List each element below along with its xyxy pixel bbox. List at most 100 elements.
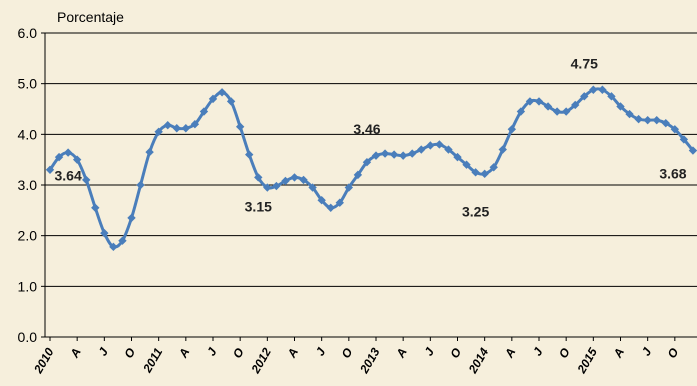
x-tick-label: 2012 (248, 345, 274, 376)
data-point (109, 242, 118, 252)
x-tick-label: 2014 (465, 345, 491, 376)
data-point (45, 165, 55, 174)
data-label: 3.46 (353, 121, 380, 137)
x-tick-label: J (421, 345, 437, 358)
x-tick-label: A (284, 346, 301, 361)
data-point (607, 92, 616, 101)
x-tick-label: A (501, 346, 518, 361)
x-tick-label: 2010 (31, 345, 57, 376)
data-point (100, 228, 109, 238)
data-label: 3.25 (462, 203, 489, 219)
x-tick-label: J (313, 345, 329, 358)
x-tick-label: A (610, 346, 627, 361)
data-point (634, 114, 643, 124)
data-point (118, 236, 127, 245)
data-point (317, 196, 326, 205)
data-point (335, 198, 344, 207)
data-point (190, 120, 200, 129)
data-point (616, 102, 625, 111)
data-point (308, 183, 317, 192)
data-point (598, 85, 607, 94)
data-point (353, 170, 363, 180)
data-point (263, 183, 272, 192)
data-point (380, 149, 390, 158)
data-point (199, 107, 209, 116)
data-point (72, 155, 82, 164)
data-label: 3.68 (659, 166, 686, 182)
x-tick-label: O (121, 345, 138, 361)
data-point (652, 115, 661, 125)
x-tick-label: A (67, 346, 84, 361)
data-point (371, 151, 381, 160)
data-point (688, 146, 697, 155)
data-point (145, 147, 154, 157)
data-point (91, 203, 100, 212)
x-tick-label: J (95, 345, 111, 358)
data-point (426, 141, 435, 150)
data-point (471, 168, 480, 177)
x-tick-label: J (204, 345, 220, 358)
data-point (235, 122, 245, 131)
data-point (245, 150, 254, 159)
data-point (136, 180, 145, 190)
data-point (679, 135, 689, 144)
y-tick-label: 0.0 (18, 329, 38, 345)
x-tick-label: J (639, 345, 655, 358)
data-point (498, 145, 507, 154)
series-group (45, 85, 697, 252)
x-tick-label: O (339, 345, 356, 361)
y-tick-label: 5.0 (18, 76, 38, 92)
data-point (127, 213, 136, 223)
x-tick-label: 2015 (574, 345, 600, 376)
data-point (661, 118, 670, 128)
data-point (534, 97, 544, 106)
data-point (453, 152, 462, 162)
data-point (281, 176, 290, 186)
data-point (208, 94, 218, 104)
y-tick-label: 1.0 (18, 278, 38, 294)
data-point (272, 181, 281, 191)
data-label: 3.64 (54, 168, 81, 184)
data-point (82, 175, 91, 185)
x-tick-label: A (175, 346, 192, 361)
data-point (417, 145, 426, 154)
data-point (398, 151, 408, 160)
gridlines (45, 32, 697, 287)
y-tick-label: 3.0 (18, 177, 38, 193)
data-point (408, 149, 417, 158)
data-point (217, 88, 227, 97)
y-axis-ticks: 0.0 1.0 2.0 3.0 4.0 5.0 6.0 (18, 25, 45, 345)
x-axis-ticks: 2010 A J O 2011 A J O 2012 A J O 2013 A J O 2014 A J O 2015 A… (31, 337, 682, 376)
data-point (571, 100, 580, 110)
data-point (326, 203, 335, 212)
data-point (254, 173, 263, 182)
y-axis-title: Porcentaje (57, 9, 124, 25)
data-point (154, 127, 163, 136)
data-point (344, 183, 354, 192)
y-tick-label: 2.0 (18, 228, 38, 244)
data-point (172, 124, 181, 133)
data-point (63, 148, 73, 157)
data-point (444, 145, 453, 154)
data-point (480, 169, 489, 179)
data-labels: 3.64 3.15 3.46 3.25 4.75 3.68 (54, 55, 686, 219)
data-point (589, 85, 598, 94)
data-point (389, 150, 399, 159)
y-tick-label: 6.0 (18, 25, 38, 41)
data-point (226, 97, 236, 106)
data-point (54, 152, 64, 162)
data-point (543, 102, 553, 111)
data-point (181, 124, 191, 133)
x-tick-label: J (530, 345, 546, 358)
data-point (670, 125, 680, 134)
data-label: 4.75 (571, 55, 598, 71)
data-point (163, 121, 172, 130)
x-tick-label: O (665, 345, 682, 361)
x-tick-label: O (230, 345, 247, 361)
data-point (580, 92, 589, 101)
data-point (643, 115, 652, 125)
data-point (290, 173, 299, 182)
data-point (516, 107, 526, 116)
y-tick-label: 4.0 (18, 126, 38, 142)
